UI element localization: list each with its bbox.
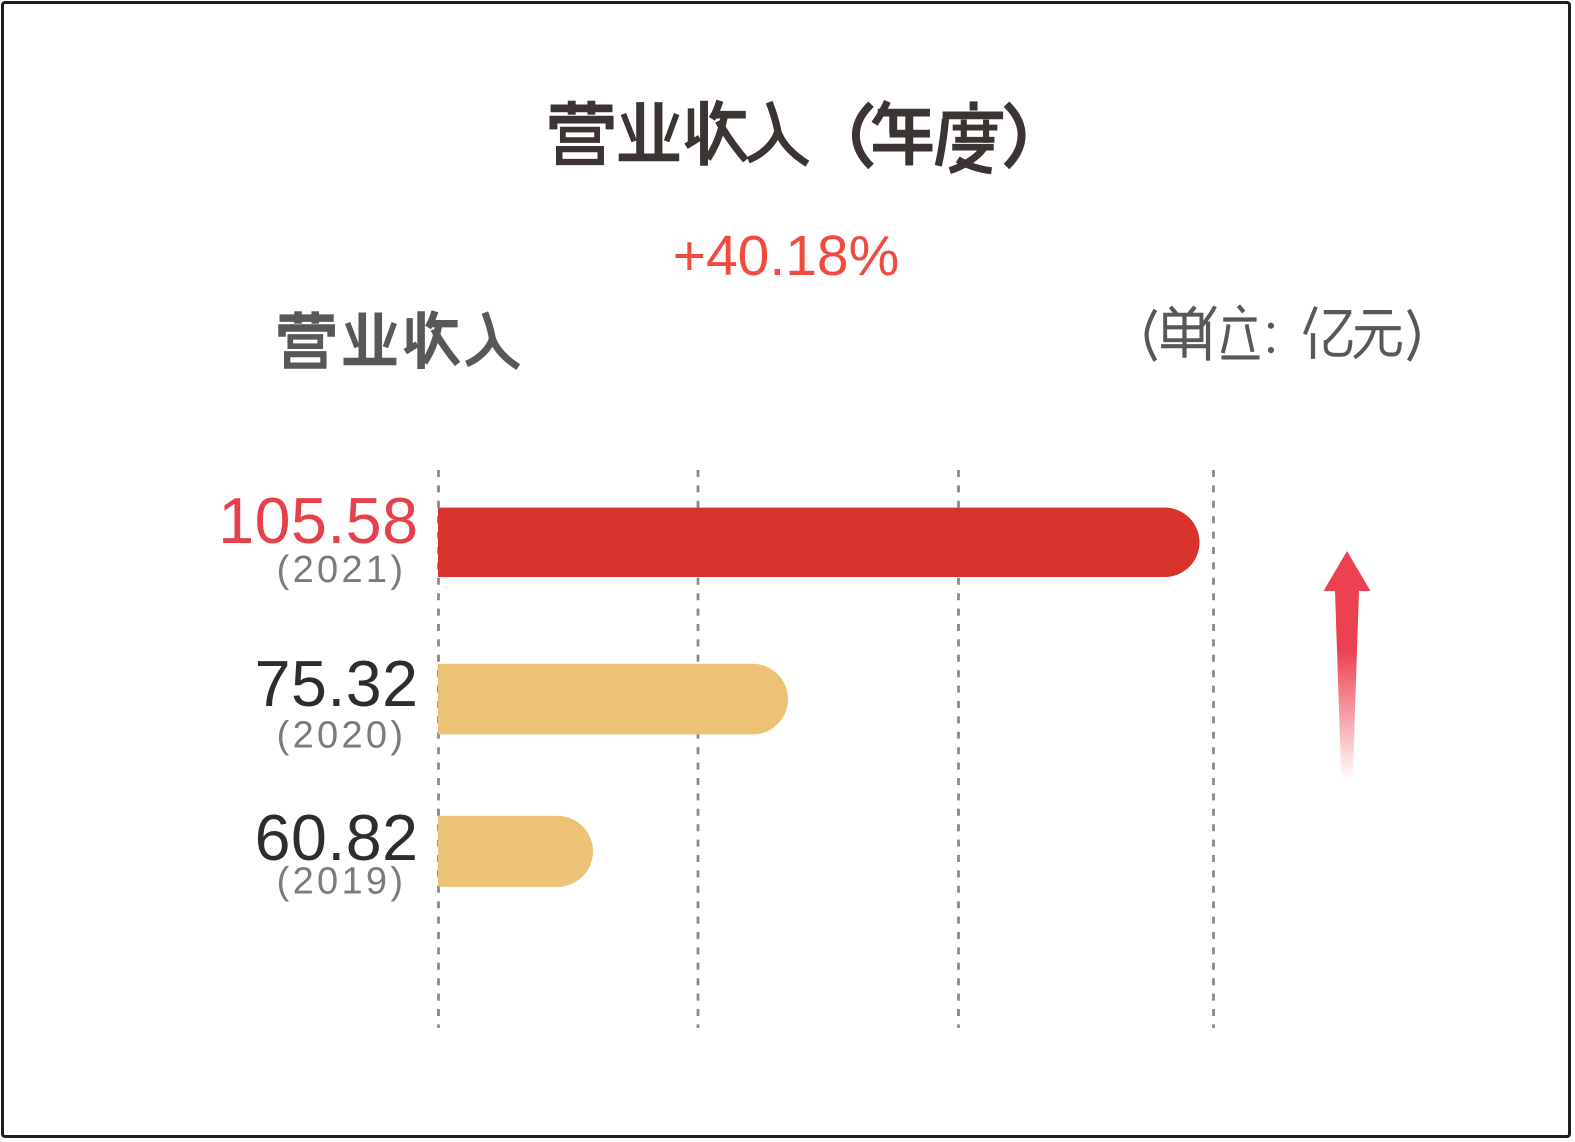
svg-text:60.82: 60.82: [255, 802, 419, 874]
svg-text:(2021): (2021): [277, 549, 407, 591]
svg-text:+40.18%: +40.18%: [673, 224, 900, 288]
svg-text:75.32: 75.32: [255, 648, 419, 720]
svg-text:(2020): (2020): [277, 715, 407, 757]
svg-text:105.58: 105.58: [218, 485, 418, 557]
svg-text:(2019): (2019): [277, 860, 407, 902]
